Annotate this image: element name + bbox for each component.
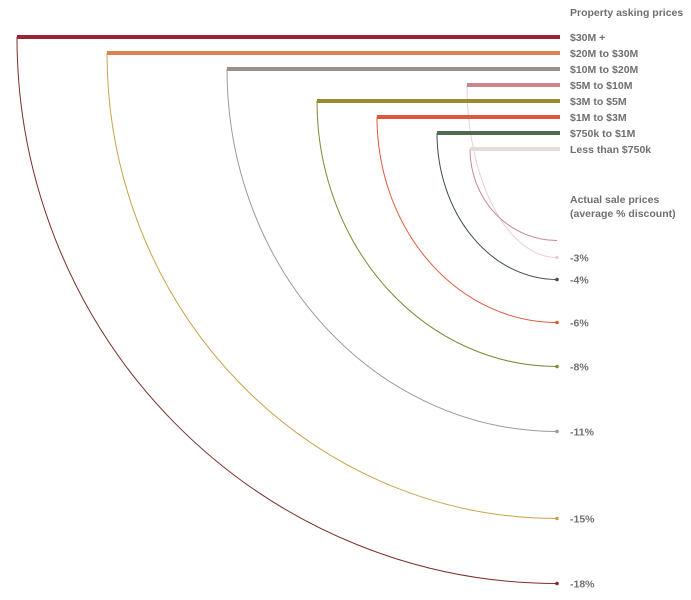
- discount-label-3m-to-5m: -8%: [570, 362, 589, 374]
- endpoint-30m-plus: [555, 581, 559, 586]
- endpoint-1m-to-3m: [555, 320, 559, 325]
- labels-group: -18% $30M + -15% $20M to $30M -11% $10M to $2…: [570, 32, 651, 591]
- bar-5m-to-10m: [467, 83, 560, 87]
- asking-label-10m-to-20m: $10M to $20M: [570, 64, 639, 76]
- arc-750k-to-1m: [436, 132, 558, 280]
- bars-group: [17, 35, 560, 151]
- asking-prices-header: Property asking prices: [570, 7, 683, 19]
- bar-20m-to-30m: [107, 51, 560, 55]
- bar-less-than-750k: [470, 147, 560, 151]
- arc-10m-to-20m: [226, 68, 558, 432]
- arc-less-than-750k: [469, 148, 558, 241]
- sale-prices-header-line2: (average % discount): [570, 208, 676, 220]
- arc-30m-plus: [16, 36, 558, 584]
- endpoint-750k-to-1m: [555, 277, 559, 282]
- sale-prices-header-line1: Actual sale prices: [570, 194, 659, 206]
- discount-label-30m-plus: -18%: [570, 579, 595, 591]
- asking-label-5m-to-10m: $5M to $10M: [570, 80, 633, 92]
- asking-label-20m-to-30m: $20M to $30M: [570, 48, 639, 60]
- endpoint-3m-to-5m: [555, 364, 559, 369]
- asking-label-30m-plus: $30M +: [570, 32, 605, 44]
- bar-30m-plus: [17, 35, 560, 39]
- asking-label-1m-to-3m: $1M to $3M: [570, 112, 627, 124]
- discount-label-10m-to-20m: -11%: [570, 427, 595, 439]
- bar-750k-to-1m: [437, 131, 560, 135]
- arc-3m-to-5m: [316, 100, 558, 367]
- asking-label-750k-to-1m: $750k to $1M: [570, 128, 636, 140]
- asking-label-less-than-750k: Less than $750k: [570, 144, 651, 156]
- arc-20m-to-30m: [106, 52, 558, 519]
- endpoint-10m-to-20m: [555, 429, 559, 434]
- endpoint-20m-to-30m: [555, 516, 559, 521]
- discount-label-5m-to-10m: -3%: [570, 253, 589, 265]
- arcs-group: [16, 36, 559, 586]
- arc-1m-to-3m: [376, 116, 558, 323]
- arc-5m-to-10m: [466, 84, 558, 258]
- discount-label-750k-to-1m: -4%: [570, 275, 589, 287]
- discount-label-1m-to-3m: -6%: [570, 318, 589, 330]
- bar-10m-to-20m: [227, 67, 560, 71]
- bar-3m-to-5m: [317, 99, 560, 103]
- endpoint-5m-to-10m: [555, 255, 559, 260]
- bar-1m-to-3m: [377, 115, 560, 119]
- asking-label-3m-to-5m: $3M to $5M: [570, 96, 627, 108]
- discount-label-20m-to-30m: -15%: [570, 514, 595, 526]
